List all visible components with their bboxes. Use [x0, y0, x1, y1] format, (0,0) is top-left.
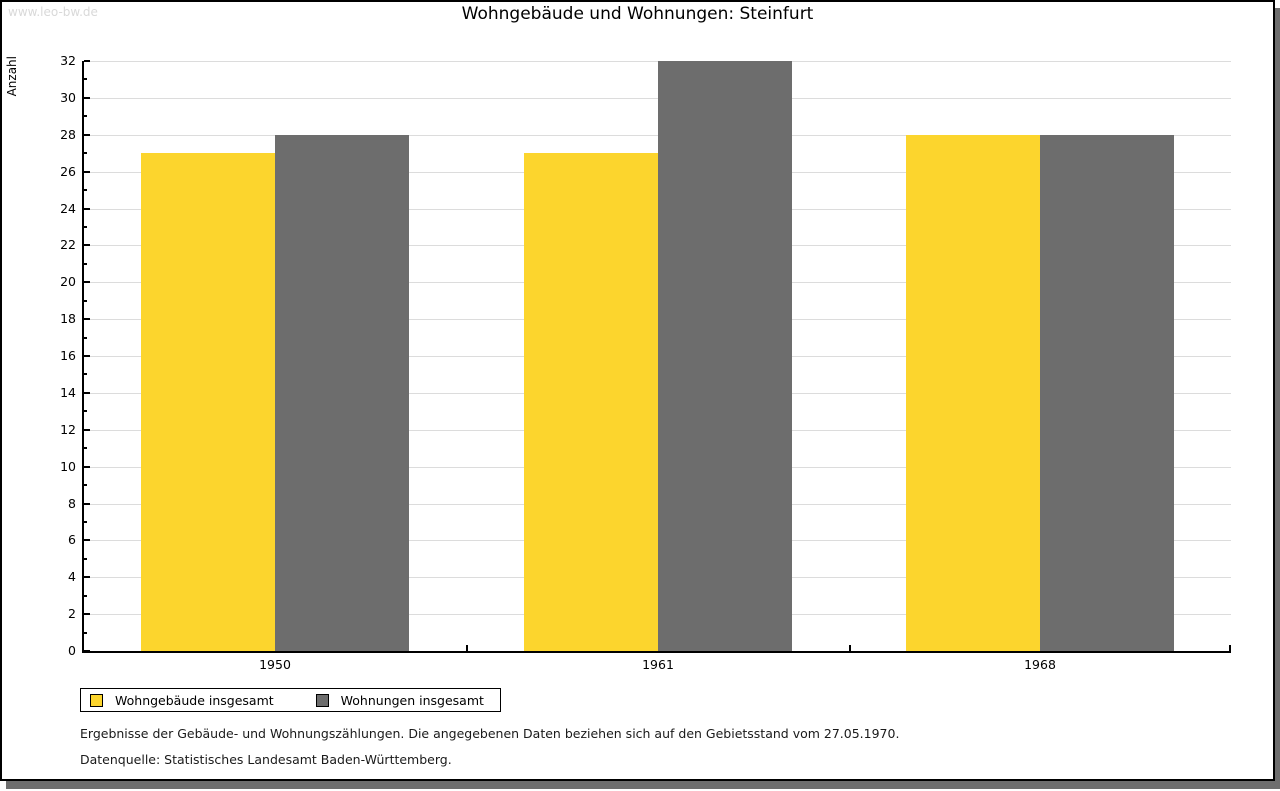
y-major-tick — [84, 318, 90, 320]
x-tick-label: 1961 — [642, 657, 674, 672]
y-tick-label: 14 — [60, 385, 76, 400]
y-major-tick — [84, 613, 90, 615]
y-minor-tick — [84, 189, 87, 191]
y-tick-label: 12 — [60, 422, 76, 437]
y-tick-label: 10 — [60, 459, 76, 474]
x-tick-label: 1968 — [1024, 657, 1056, 672]
y-minor-tick — [84, 263, 87, 265]
y-axis-line — [82, 61, 84, 653]
category-boundary-tick — [466, 645, 468, 651]
y-major-tick — [84, 97, 90, 99]
y-minor-tick — [84, 447, 87, 449]
gridline — [84, 98, 1231, 99]
y-tick-label: 22 — [60, 237, 76, 252]
legend-label-1: Wohngebäude insgesamt — [115, 692, 274, 708]
y-tick-label: 26 — [60, 164, 76, 179]
bar-1950-series-1 — [141, 153, 275, 651]
y-minor-tick — [84, 300, 87, 302]
y-tick-label: 0 — [68, 643, 76, 658]
y-tick-label: 4 — [68, 569, 76, 584]
bar-1968-series-1 — [906, 135, 1040, 651]
legend: Wohngebäude insgesamt Wohnungen insgesamt — [80, 688, 501, 712]
category-boundary-tick — [849, 645, 851, 651]
y-tick-label: 24 — [60, 201, 76, 216]
x-axis-end-cap — [1229, 645, 1231, 651]
y-minor-tick — [84, 78, 87, 80]
gridline — [84, 61, 1231, 62]
y-major-tick — [84, 429, 90, 431]
y-major-tick — [84, 503, 90, 505]
y-major-tick — [84, 60, 90, 62]
y-minor-tick — [84, 521, 87, 523]
y-minor-tick — [84, 632, 87, 634]
x-tick-label: 1950 — [259, 657, 291, 672]
y-major-tick — [84, 466, 90, 468]
y-tick-label: 32 — [60, 53, 76, 68]
y-tick-label: 28 — [60, 127, 76, 142]
y-minor-tick — [84, 484, 87, 486]
y-minor-tick — [84, 115, 87, 117]
bar-1968-series-2 — [1040, 135, 1174, 651]
bar-1961-series-2 — [658, 61, 792, 651]
x-axis-line — [82, 651, 1231, 653]
footnote-line-2: Datenquelle: Statistisches Landesamt Bad… — [80, 752, 452, 767]
footnote-line-1: Ergebnisse der Gebäude- und Wohnungszähl… — [80, 726, 900, 741]
y-major-tick — [84, 392, 90, 394]
y-major-tick — [84, 576, 90, 578]
y-minor-tick — [84, 558, 87, 560]
gridline — [84, 135, 1231, 136]
y-major-tick — [84, 650, 90, 652]
y-tick-label: 18 — [60, 311, 76, 326]
y-tick-label: 16 — [60, 348, 76, 363]
y-minor-tick — [84, 226, 87, 228]
y-minor-tick — [84, 410, 87, 412]
y-major-tick — [84, 281, 90, 283]
legend-swatch-2 — [315, 693, 329, 707]
y-minor-tick — [84, 152, 87, 154]
y-tick-label: 8 — [68, 496, 76, 511]
y-tick-label: 6 — [68, 532, 76, 547]
y-tick-label: 20 — [60, 274, 76, 289]
y-minor-tick — [84, 595, 87, 597]
y-major-tick — [84, 171, 90, 173]
y-tick-label: 2 — [68, 606, 76, 621]
y-minor-tick — [84, 373, 87, 375]
watermark: www.leo-bw.de — [8, 5, 98, 19]
y-minor-tick — [84, 337, 87, 339]
legend-label-2: Wohnungen insgesamt — [340, 692, 484, 708]
y-tick-label: 30 — [60, 90, 76, 105]
y-major-tick — [84, 539, 90, 541]
chart-title: Wohngebäude und Wohnungen: Steinfurt — [461, 4, 814, 24]
y-major-tick — [84, 244, 90, 246]
y-major-tick — [84, 208, 90, 210]
legend-swatch-1 — [90, 693, 103, 707]
y-major-tick — [84, 134, 90, 136]
y-major-tick — [84, 355, 90, 357]
bar-1950-series-2 — [275, 135, 409, 651]
bar-1961-series-1 — [524, 153, 658, 651]
